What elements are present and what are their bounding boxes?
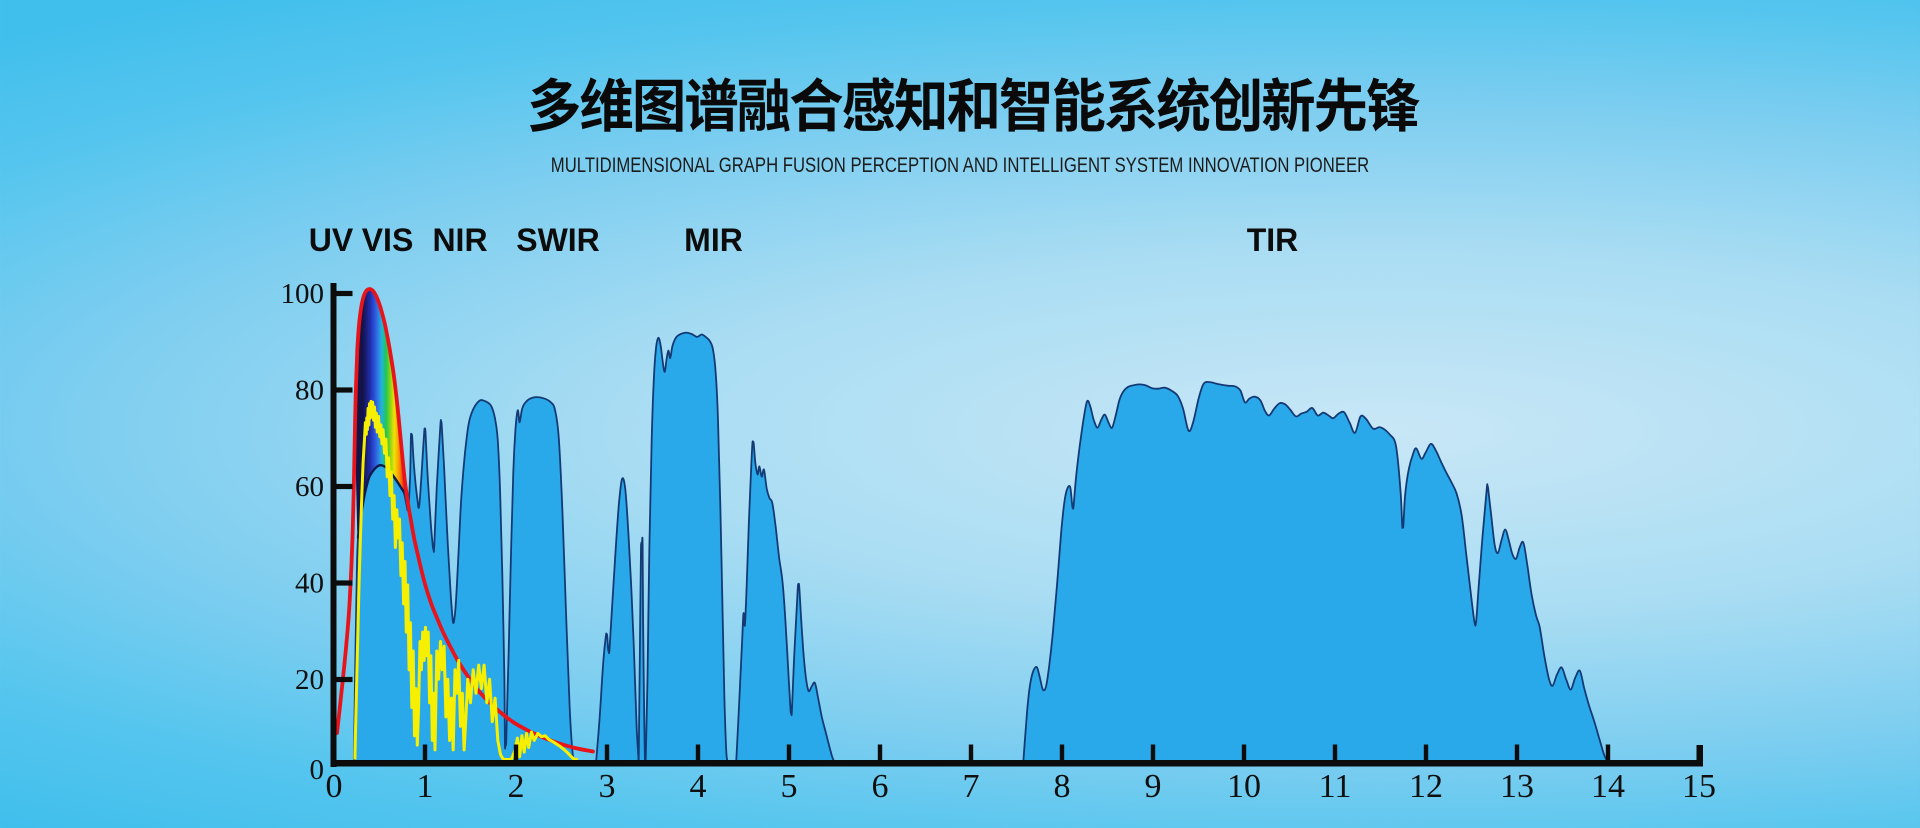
svg-text:TIR: TIR — [1247, 222, 1299, 258]
svg-text:11: 11 — [1319, 768, 1352, 805]
svg-text:10: 10 — [1227, 768, 1261, 805]
svg-text:12: 12 — [1409, 768, 1443, 805]
svg-text:14: 14 — [1591, 768, 1625, 805]
svg-text:5: 5 — [781, 768, 798, 805]
svg-text:9: 9 — [1145, 768, 1162, 805]
svg-text:8: 8 — [1054, 768, 1071, 805]
svg-text:7: 7 — [963, 768, 980, 805]
svg-text:0: 0 — [326, 768, 343, 805]
svg-text:13: 13 — [1500, 768, 1534, 805]
svg-text:80: 80 — [295, 375, 324, 407]
svg-text:UV: UV — [309, 222, 354, 258]
svg-text:100: 100 — [281, 278, 325, 310]
svg-text:15: 15 — [1682, 768, 1716, 805]
svg-text:NIR: NIR — [432, 222, 487, 258]
svg-text:6: 6 — [872, 768, 889, 805]
svg-text:3: 3 — [599, 768, 616, 805]
svg-text:60: 60 — [295, 471, 324, 503]
svg-text:0: 0 — [310, 754, 325, 786]
svg-text:MIR: MIR — [684, 222, 743, 258]
svg-text:40: 40 — [295, 568, 324, 600]
svg-text:20: 20 — [295, 664, 324, 696]
svg-text:1: 1 — [417, 768, 434, 805]
svg-text:2: 2 — [508, 768, 525, 805]
svg-text:MULTIDIMENSIONAL GRAPH FUSION: MULTIDIMENSIONAL GRAPH FUSION PERCEPTION… — [551, 153, 1369, 176]
svg-text:VIS: VIS — [362, 222, 414, 258]
svg-text:SWIR: SWIR — [516, 222, 600, 258]
svg-text:4: 4 — [690, 768, 707, 805]
